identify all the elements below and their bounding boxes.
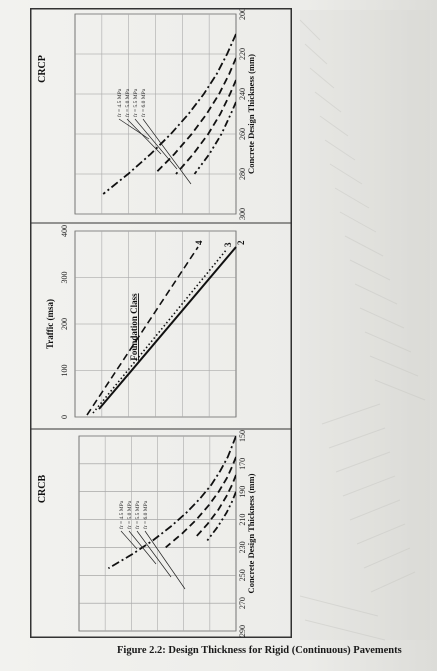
ghost-mark — [374, 379, 426, 401]
flexural-strength-label: fr = 4.5 MPa — [118, 500, 125, 529]
ghost-mark — [319, 115, 349, 137]
ghost-mark — [354, 283, 398, 305]
traffic-tick-label: 0 — [60, 415, 69, 419]
series-line-2 — [154, 57, 236, 175]
leader-line — [136, 530, 172, 578]
x-tick-label: 250 — [238, 569, 247, 581]
flexural-strength-label: fr = 5.5 MPa — [134, 500, 141, 529]
ghost-mark — [363, 547, 411, 569]
x-tick-label: 220 — [238, 48, 247, 60]
ghost-mark — [324, 139, 356, 161]
traffic-tick-label: 400 — [60, 225, 69, 237]
leader-line — [142, 118, 192, 185]
ghost-mark — [334, 187, 370, 209]
x-tick-label: 230 — [238, 541, 247, 553]
x-axis-label: Concrete Design Thickness (mm) — [246, 54, 256, 174]
series-line-4 — [206, 491, 236, 542]
series-line-1 — [102, 33, 236, 195]
foundation-class-line-4 — [86, 246, 199, 416]
ghost-mark — [342, 475, 396, 497]
series-line-2 — [165, 456, 236, 549]
foundation-class-label: 4 — [194, 240, 204, 245]
x-tick-label: 150 — [238, 430, 247, 442]
foundation-class-label: 3 — [223, 242, 233, 247]
flexural-strength-label: fr = 5.0 MPa — [124, 88, 131, 117]
ghost-mark — [359, 307, 405, 329]
x-tick-label: 300 — [238, 208, 247, 220]
x-axis-label: Concrete Design Thickness (mm) — [246, 473, 256, 593]
leader-line — [134, 118, 178, 170]
traffic-axis-title: Traffic (msa) — [45, 299, 55, 349]
leader-line — [126, 118, 162, 155]
ghost-mark — [349, 259, 391, 281]
panel-crcp: 200 220 240 260 280 300 Concrete Design Thickn… — [31, 9, 291, 224]
ghost-mark — [299, 595, 379, 617]
ghost-mark — [335, 451, 391, 473]
panel-title: CRCP — [37, 55, 48, 83]
traffic-tick-label: 200 — [60, 318, 69, 330]
panel-border — [31, 222, 291, 430]
x-tick-label: 170 — [238, 458, 247, 470]
figure-frame: 150 170 190 210 230 250 270 290 Concrete Design … — [30, 8, 292, 638]
foundation-class-line-2 — [98, 246, 237, 410]
flexural-strength-label: fr = 5.0 MPa — [126, 500, 133, 529]
ghost-mark — [364, 331, 412, 353]
ghost-mark — [309, 67, 335, 89]
ghost-shade — [300, 10, 430, 640]
x-tick-label: 280 — [238, 168, 247, 180]
panel-traffic: 0 100 200 300 400 Traffic (msa) Foundation Cla… — [31, 222, 291, 430]
foundation-class-label: 2 — [236, 240, 246, 245]
ghost-mark — [329, 163, 363, 185]
ghost-mark — [299, 19, 321, 41]
ghost-mark — [344, 235, 384, 257]
ghost-mark — [369, 355, 419, 377]
series-line-1 — [107, 436, 236, 570]
x-tick-label: 270 — [238, 597, 247, 609]
ghost-mark — [339, 211, 377, 233]
ghost-mark — [370, 571, 416, 593]
figure-caption-text: Figure 2.2: Design Thickness for Rigid (… — [117, 645, 402, 656]
ghost-mark — [314, 91, 342, 113]
foundation-class-annotation: Foundation Class — [129, 293, 139, 361]
ghost-mark — [304, 619, 386, 641]
panel-crcb: 150 170 190 210 230 250 270 290 Concrete Design … — [31, 428, 291, 637]
ghost-mark — [356, 523, 406, 545]
series-line-3 — [194, 474, 236, 539]
traffic-tick-label: 300 — [60, 272, 69, 284]
series-line-3 — [175, 79, 236, 175]
traffic-tick-label: 100 — [60, 365, 69, 377]
figure-caption: Figure 2.2: Design Thickness for Rigid (… — [0, 641, 437, 661]
ghost-mark — [349, 499, 401, 521]
x-tick-label: 240 — [238, 88, 247, 100]
x-tick-label: 210 — [238, 514, 247, 526]
ghost-mark — [304, 43, 328, 65]
foundation-class-line-3 — [92, 248, 228, 414]
x-tick-label: 190 — [238, 486, 247, 498]
leader-line — [120, 530, 138, 550]
flexural-strength-label: fr = 6.0 MPa — [140, 88, 147, 117]
ghost-mark — [321, 403, 381, 425]
leader-line — [118, 118, 150, 140]
ghost-mark — [328, 427, 386, 449]
x-tick-label: 200 — [238, 9, 247, 20]
leader-line — [144, 530, 186, 590]
series-line-4 — [193, 101, 236, 175]
flexural-strength-label: fr = 6.0 MPa — [142, 500, 149, 529]
flexural-strength-label: fr = 5.5 MPa — [132, 88, 139, 117]
panel-title: CRCB — [37, 475, 48, 504]
leader-line — [128, 530, 157, 565]
x-tick-label: 260 — [238, 128, 247, 140]
flexural-strength-label: fr = 4.5 MPa — [116, 88, 123, 117]
x-tick-label: 290 — [238, 625, 247, 637]
